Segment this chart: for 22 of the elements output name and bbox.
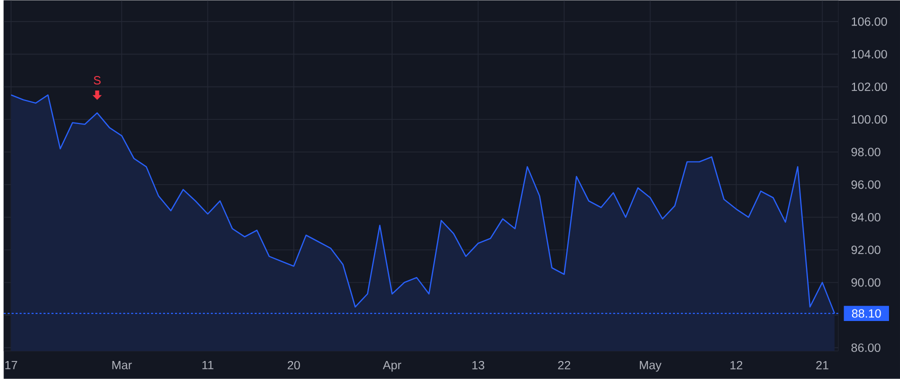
x-tick-label: 20 <box>288 361 300 370</box>
y-tick-label: 86.00 <box>851 344 880 352</box>
x-tick-label: 17 <box>5 361 18 370</box>
y-tick-label: 102.00 <box>852 82 888 92</box>
x-tick-label: Apr <box>382 361 402 372</box>
x-tick-label: 21 <box>816 361 828 370</box>
y-tick-label: 92.00 <box>851 246 880 254</box>
y-tick-label: 90.00 <box>851 278 880 287</box>
y-tick-label: 100.00 <box>852 115 888 124</box>
x-tick-label: 12 <box>730 361 742 370</box>
y-tick-label: 104.00 <box>852 50 888 59</box>
y-tick-label: 94.00 <box>851 213 880 222</box>
x-tick-label: 22 <box>558 361 570 370</box>
x-tick-label: 11 <box>202 361 214 370</box>
x-tick-label: Mar <box>112 361 132 370</box>
x-tick-label: May <box>640 361 662 372</box>
annotation: S <box>94 76 101 85</box>
ref-line-label: 88.10 <box>852 309 881 318</box>
y-tick-label: 106.00 <box>852 17 888 26</box>
x-tick-label: 13 <box>472 361 484 370</box>
y-tick-label: 98.00 <box>851 148 880 156</box>
y-tick-label: 96.00 <box>851 180 880 189</box>
